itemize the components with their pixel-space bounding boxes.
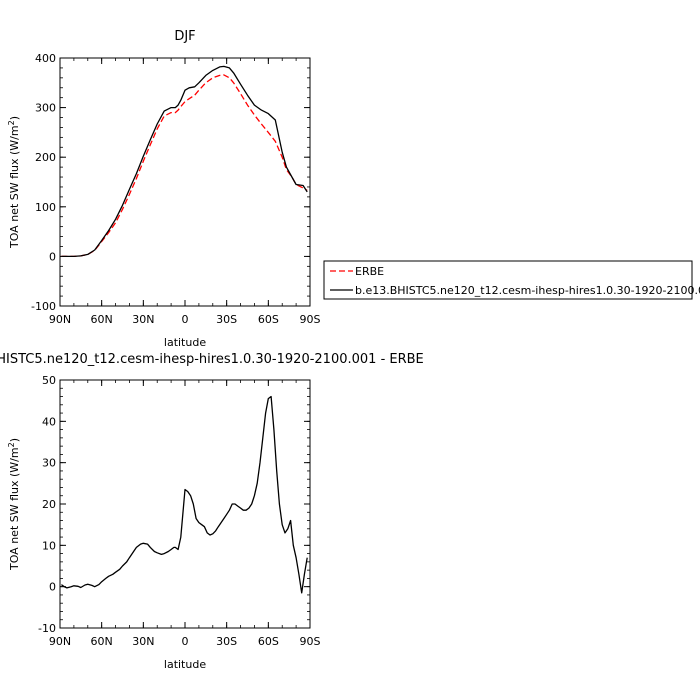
x-tick-label: 30S	[216, 313, 237, 326]
bottom-chart-frame	[59, 379, 311, 629]
top-chart-series	[61, 65, 308, 258]
x-tick-label: 0	[182, 313, 189, 326]
x-tick-label: 60N	[91, 313, 113, 326]
x-tick-label: 90S	[300, 313, 321, 326]
y-tick-label: 200	[35, 151, 56, 164]
x-tick-label: 30N	[132, 313, 154, 326]
y-tick-label: 20	[42, 498, 56, 511]
legend-label-erbe: ERBE	[355, 265, 384, 278]
bottom-chart-x-axis-label: latitude	[164, 658, 206, 671]
top-chart-frame	[59, 57, 311, 307]
y-tick-label: 10	[42, 539, 56, 552]
bottom-chart-y-axis-label: TOA net SW flux (W/m2)	[7, 438, 22, 571]
y-tick-label: -10	[38, 622, 56, 635]
bottom-chart: b.e13.BHISTC5.ne120_t12.cesm-ihesp-hires…	[0, 352, 424, 671]
top-chart: DJF 90N 60N 30N 0 30S 60S 90S -100 0 100 200 300 40…	[7, 29, 700, 349]
x-tick-label: 60S	[258, 635, 279, 648]
x-tick-label: 90N	[49, 313, 71, 326]
bottom-chart-series	[61, 395, 308, 594]
c2-series-line-0	[61, 395, 308, 594]
bottom-chart-title: b.e13.BHISTC5.ne120_t12.cesm-ihesp-hires…	[0, 352, 424, 367]
top-chart-y-axis-label: TOA net SW flux (W/m2)	[7, 116, 22, 249]
x-tick-label: 60S	[258, 313, 279, 326]
x-tick-label: 30S	[216, 635, 237, 648]
y-tick-label: 40	[42, 415, 56, 428]
top-chart-x-tick-labels: 90N 60N 30N 0 30S 60S 90S	[49, 313, 321, 326]
y-tick-label: 0	[49, 250, 56, 263]
x-tick-label: 90N	[49, 635, 71, 648]
top-chart-ticks	[59, 57, 311, 307]
x-tick-label: 60N	[91, 635, 113, 648]
top-chart-y-tick-labels: -100 0 100 200 300 400	[31, 52, 56, 313]
y-tick-label: 0	[49, 581, 56, 594]
legend-box	[323, 260, 693, 300]
y-tick-label: 30	[42, 457, 56, 470]
top-chart-x-axis-label: latitude	[164, 336, 206, 349]
top-chart-title: DJF	[174, 29, 195, 44]
y-tick-label: 400	[35, 52, 56, 65]
legend-label-model: b.e13.BHISTC5.ne120_t12.cesm-ihesp-hires…	[355, 284, 700, 297]
x-tick-label: 30N	[132, 635, 154, 648]
x-tick-label: 90S	[300, 635, 321, 648]
y-tick-label: 100	[35, 201, 56, 214]
y-tick-label: 50	[42, 374, 56, 387]
c1-series-line-1	[61, 65, 308, 258]
bottom-chart-x-tick-labels: 90N 60N 30N 0 30S 60S 90S	[49, 635, 321, 648]
c1-series-line-0	[61, 74, 308, 258]
bottom-chart-y-tick-labels: -10 0 10 20 30 40 50	[38, 374, 56, 635]
y-tick-label: -100	[31, 300, 56, 313]
top-chart-legend: ERBE b.e13.BHISTC5.ne120_t12.cesm-ihesp-…	[323, 260, 700, 300]
y-tick-label: 300	[35, 102, 56, 115]
x-tick-label: 0	[182, 635, 189, 648]
